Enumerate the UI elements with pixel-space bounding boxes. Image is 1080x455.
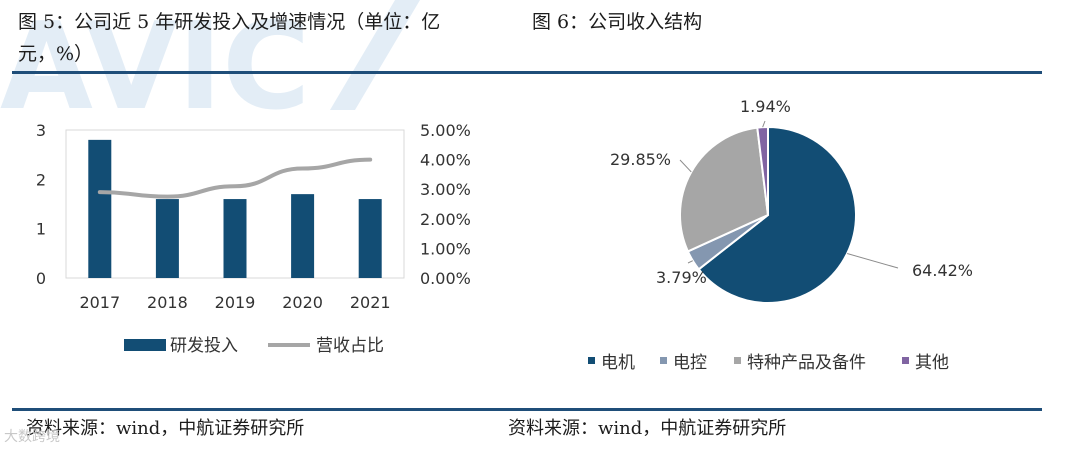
pie-legend-label-电机: 电机 [601,353,635,373]
pie-labels: 64.42% 3.79% 29.85% 1.94% [610,97,973,287]
bar-2019 [223,199,247,278]
combo-bars [88,139,382,278]
pie-leader-电机 [846,253,899,269]
pie-slice-特种产品及备件 [679,126,770,253]
x-axis-tick: 2019 [215,293,256,312]
combo-legend: 研发投入 营收占比 [124,336,384,356]
corner-watermark: 大数跨境 [4,429,60,445]
x-axis-tick: 2020 [282,293,323,312]
left-axis-tick: 2 [36,170,46,189]
left-axis-tick: 1 [36,220,46,239]
figure-6-source: 资料来源：wind，中航证券研究所 [508,418,787,439]
pie-label-电控: 3.79% [656,268,707,287]
legend-label-bar: 研发投入 [170,336,238,356]
x-axis-tick: 2017 [79,293,120,312]
pie-legend-swatch-电控 [660,357,667,364]
pie-label-特种产品及备件: 29.85% [610,150,671,169]
right-axis-tick: 0.00% [420,269,471,288]
left-axis-tick: 0 [36,269,46,288]
figure-5-title: 图 5：公司近 5 年研发投入及增速情况（单位：亿元，%） [18,11,441,65]
line-营收占比 [97,157,373,199]
bar-2020 [291,194,315,278]
pie-legend-swatch-特种产品及备件 [734,357,741,364]
bottom-divider [12,408,1042,411]
right-axis-tick: 2.00% [420,210,471,229]
pie-legend: 电机 电控 特种产品及备件 其他 [588,353,949,373]
pie-leader-电控 [687,260,693,264]
top-divider [12,71,1042,74]
pie-slices [679,125,857,304]
bar-2018 [155,199,179,278]
rd-investment-chart: 0 1 2 3 0.00% 1.00% 2.00% 3.00% 4.00% 5.00% 2017 20… [36,121,471,356]
pie-label-其他: 1.94% [740,97,791,116]
x-axis-tick: 2021 [350,293,391,312]
pie-legend-label-特种产品及备件: 特种产品及备件 [747,353,866,373]
right-axis-tick: 4.00% [420,151,471,170]
pie-label-电机: 64.42% [912,261,973,280]
right-axis-tick: 5.00% [420,121,471,140]
pie-leader-特种产品及备件 [679,159,692,173]
revenue-structure-pie: 64.42% 3.79% 29.85% 1.94% 电机 电控 特种产品及备件 其他 [588,97,973,373]
bar-2021 [358,199,382,278]
figure-6-title: 图 6：公司收入结构 [532,11,703,33]
bar-2017 [88,139,112,278]
legend-swatch-bar [124,339,166,351]
pie-legend-label-其他: 其他 [915,353,949,373]
figure-5-source: 资料来源：wind，中航证券研究所 [26,418,305,439]
right-axis-tick: 1.00% [420,239,471,258]
right-axis-tick: 3.00% [420,180,471,199]
pie-legend-swatch-其他 [902,357,909,364]
legend-label-line: 营收占比 [316,336,384,356]
pie-slice-电机 [697,125,857,304]
pie-legend-swatch-电机 [588,357,595,364]
x-axis-tick: 2018 [147,293,188,312]
combo-line-series [97,157,373,199]
pie-legend-label-电控: 电控 [673,353,707,373]
left-axis-tick: 3 [36,121,46,140]
pie-leader-其他 [762,120,766,128]
